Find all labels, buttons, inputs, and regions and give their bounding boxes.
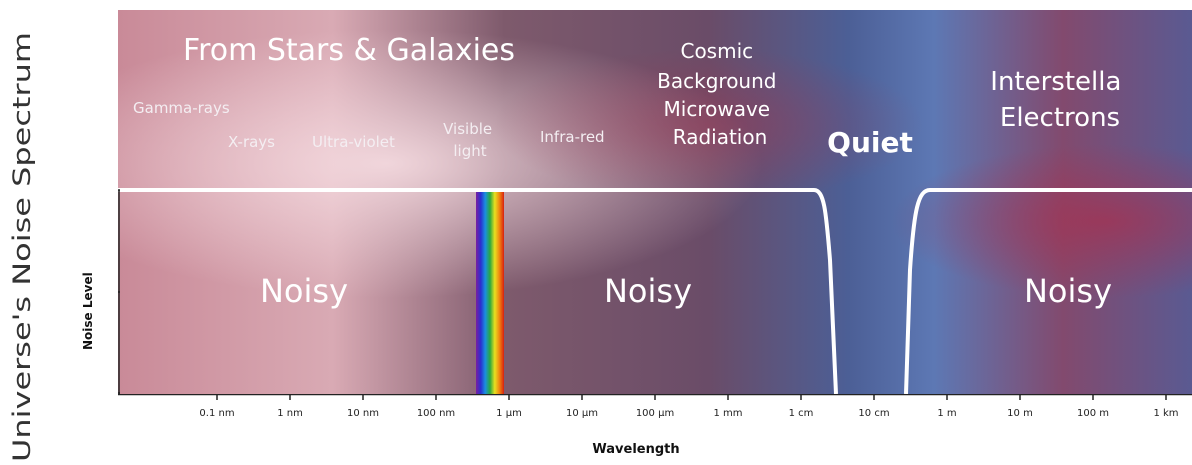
x-tick-label: 100 µm xyxy=(636,408,674,419)
diagram-title: Universe's Noise Spectrum xyxy=(8,32,36,462)
x-tick-label: 0.1 nm xyxy=(199,408,234,419)
band-gamma-rays: Gamma-rays xyxy=(133,99,230,117)
x-tick-label: 1 mm xyxy=(713,408,742,419)
interstellar-line-2: Electrons xyxy=(1000,103,1120,133)
x-tick-label: 10 nm xyxy=(347,408,379,419)
visible-line-1: Visible xyxy=(443,120,492,138)
interstellar-line-1: Interstella xyxy=(990,67,1121,97)
noise-spectrum-diagram: From Stars & Galaxies Cosmic Background … xyxy=(118,10,1192,394)
x-ticks: 0.1 nm 1 nm 10 nm 100 nm 1 µm 10 µm 100 µm 1 mm… xyxy=(199,394,1179,419)
band-x-rays: X-rays xyxy=(228,133,275,151)
visible-light-strip xyxy=(476,190,504,394)
x-tick-label: 100 m xyxy=(1077,408,1109,419)
y-axis-label: Noise Level xyxy=(81,272,95,350)
band-infra-red: Infra-red xyxy=(540,128,605,146)
visible-line-2: light xyxy=(453,142,486,160)
region-noisy-left: Noisy xyxy=(260,272,348,310)
title-text: Universe's Noise Spectrum xyxy=(8,32,36,462)
band-visible-light: Visible light xyxy=(443,120,497,160)
band-ultra-violet: Ultra-violet xyxy=(312,133,395,151)
cmb-line-1: Cosmic xyxy=(680,39,753,63)
x-tick-label: 10 m xyxy=(1007,408,1033,419)
x-tick-label: 10 µm xyxy=(566,408,598,419)
cmb-line-2: Background xyxy=(657,69,776,93)
source-interstellar: Interstella Electrons xyxy=(990,67,1129,133)
cmb-line-3: Microwave xyxy=(664,97,771,121)
x-tick-label: 1 m xyxy=(937,408,956,419)
x-tick-label: 1 µm xyxy=(496,408,522,419)
region-noisy-right: Noisy xyxy=(1024,272,1112,310)
nebula-glow-red-center xyxy=(118,10,1192,394)
x-tick-label: 10 cm xyxy=(858,408,889,419)
y-axis-label-text: Noise Level xyxy=(81,272,95,350)
source-cmb: Cosmic Background Microwave Radiation xyxy=(657,39,783,149)
x-axis-label: Wavelength xyxy=(592,442,680,457)
x-tick-label: 100 nm xyxy=(417,408,455,419)
x-axis: 0.1 nm 1 nm 10 nm 100 nm 1 µm 10 µm 100 µm 1 mm… xyxy=(118,394,1192,419)
cmb-line-4: Radiation xyxy=(673,125,768,149)
region-noisy-middle: Noisy xyxy=(604,272,692,310)
source-stars-galaxies: From Stars & Galaxies xyxy=(183,33,515,68)
noise-level-curve xyxy=(118,188,1192,394)
x-tick-label: 1 nm xyxy=(277,408,303,419)
x-tick-label: 1 km xyxy=(1153,408,1178,419)
x-tick-label: 1 cm xyxy=(789,408,814,419)
quiet-label: Quiet xyxy=(827,126,913,159)
